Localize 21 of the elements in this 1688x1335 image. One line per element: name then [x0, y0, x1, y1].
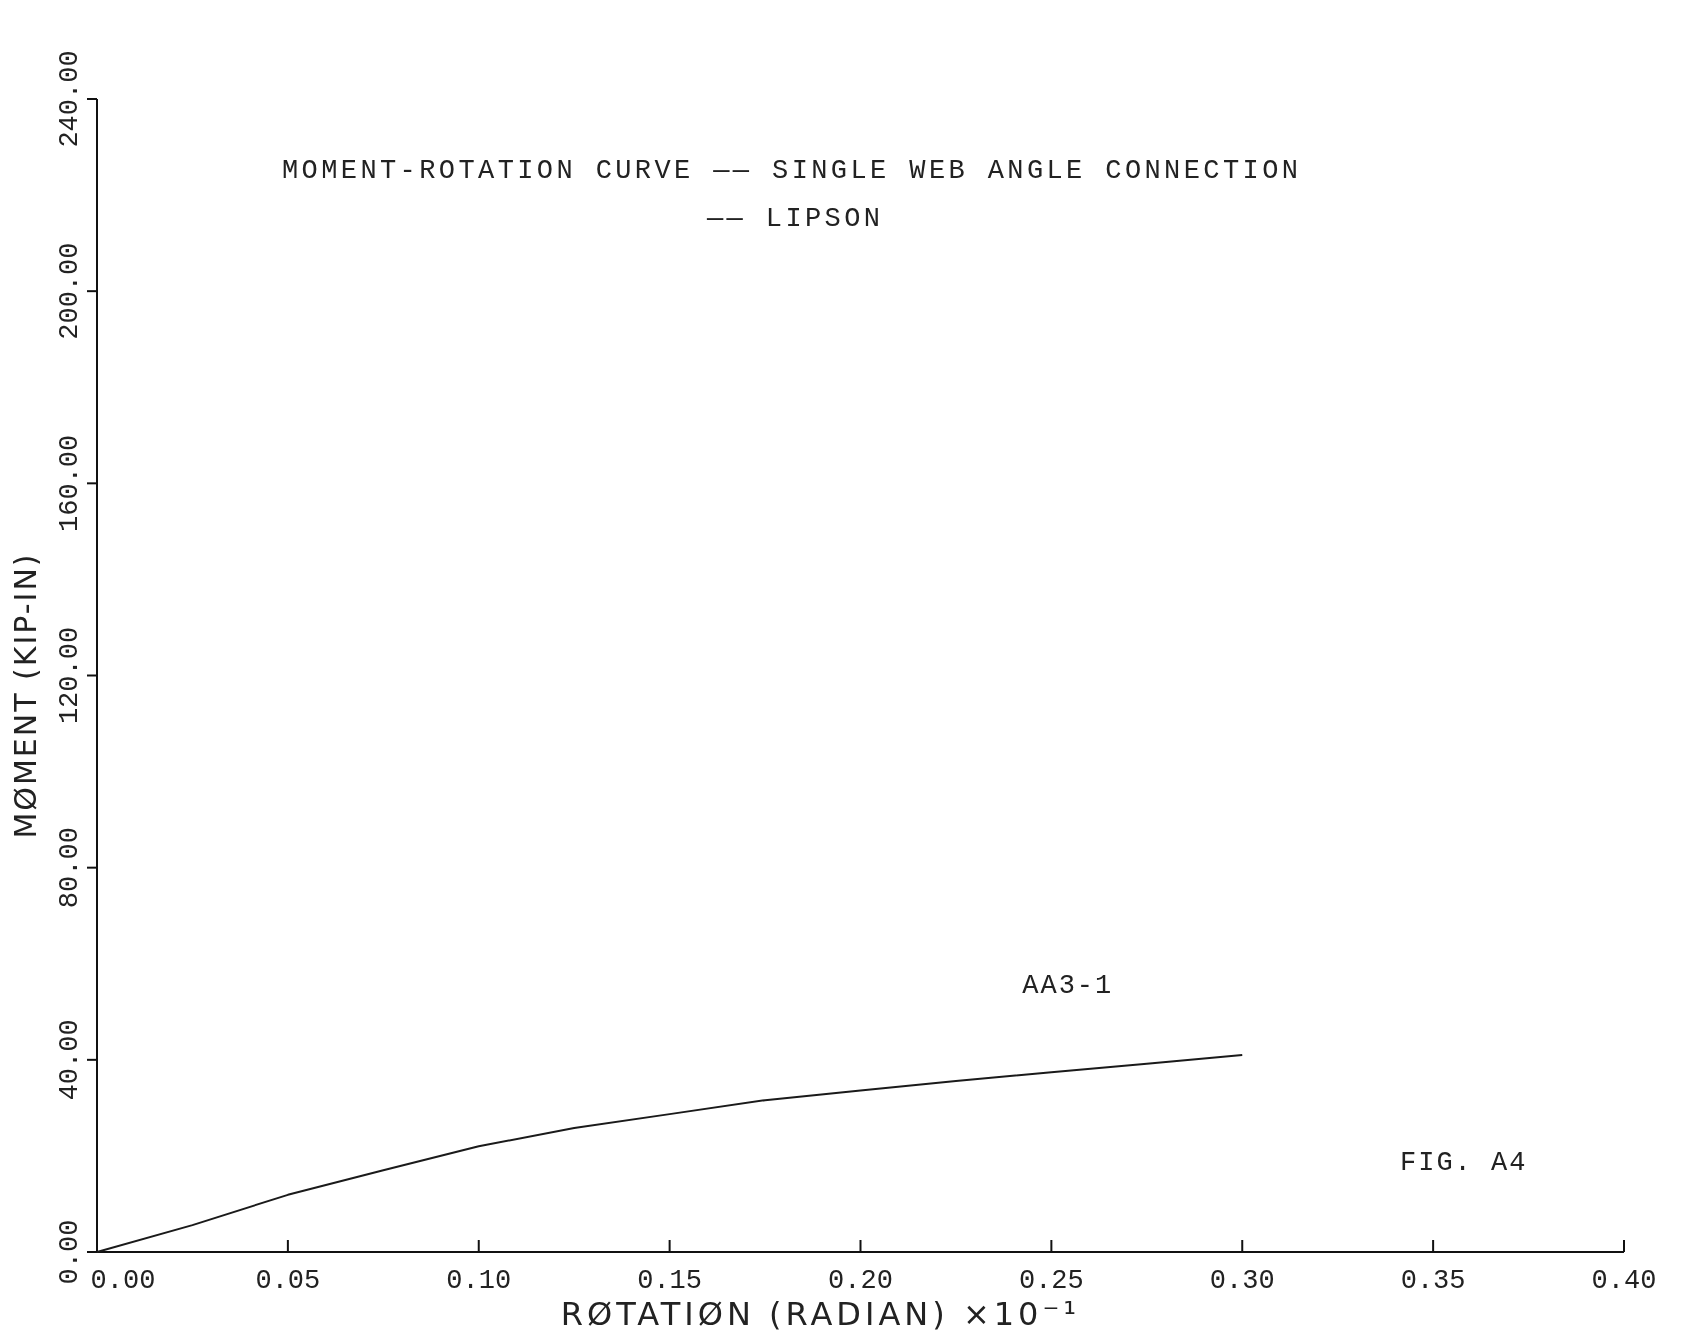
x-tick-label: 0.15 [637, 1266, 703, 1296]
text: MOMENT-ROTATION CURVE —— SINGLE WEB ANGLE CONNECTION [282, 156, 1302, 186]
y-tick-label: 240.00 [55, 50, 85, 148]
x-tick-label: 0.40 [1591, 1266, 1657, 1296]
y-tick-label: 200.00 [55, 242, 85, 340]
y-axis-title: MØMENT (KIP-IN) [8, 552, 43, 839]
x-tick-label: 0.25 [1018, 1266, 1084, 1296]
x-tick-label: 0.05 [255, 1266, 321, 1296]
x-tick-label: 0.30 [1209, 1266, 1275, 1296]
x-tick-label: 0.35 [1400, 1266, 1466, 1296]
y-tick-label: 40.00 [55, 1019, 85, 1101]
y-tick-label: 120.00 [55, 626, 85, 725]
y-tick-label: 80.00 [55, 827, 85, 909]
x-tick-label: 0.00 [90, 1266, 156, 1296]
x-tick-label: 0.20 [828, 1266, 893, 1296]
x-axis-title: RØTATIØN (RADIAN) ×10⁻¹ [560, 1295, 1081, 1333]
y-tick-label: 160.00 [55, 434, 85, 532]
text: —— LIPSON [706, 204, 884, 234]
text: AA3-1 [1022, 971, 1114, 1002]
x-tick-label: 0.10 [446, 1266, 512, 1296]
annotation: FIG. A4 [1400, 1148, 1528, 1178]
